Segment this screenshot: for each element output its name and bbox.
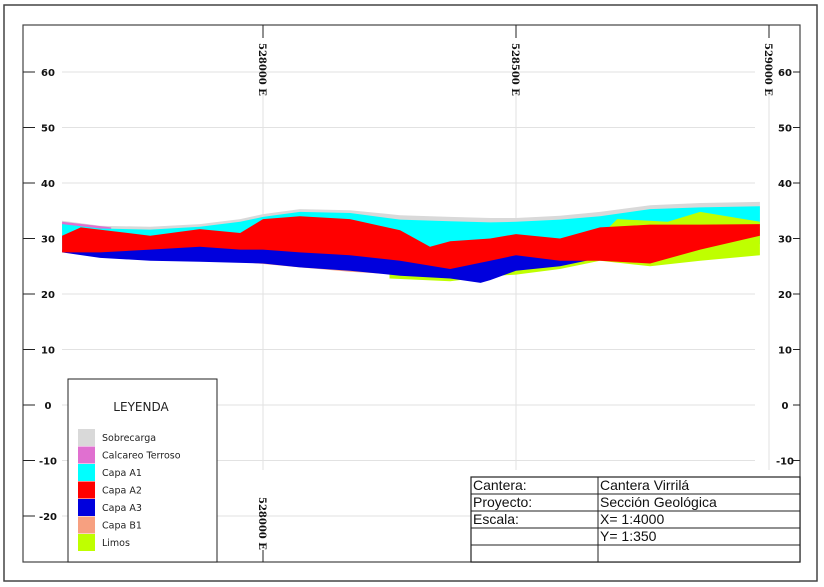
x-tick-label-bottom: 528000 E	[256, 497, 267, 550]
title-block-label: Escala:	[473, 511, 519, 527]
legend-title: LEYENDA	[113, 400, 169, 414]
legend-swatch	[78, 534, 95, 551]
y-tick-label-left: -20	[39, 512, 57, 523]
y-tick-label-right: 20	[778, 290, 792, 301]
legend-label: Capa A3	[102, 503, 142, 514]
title-block-value: X= 1:4000	[600, 511, 664, 527]
title-block-value: Sección Geológica	[600, 494, 717, 510]
y-tick-label-right: 0	[782, 401, 789, 412]
legend-swatch	[78, 464, 95, 481]
y-tick-label-left: -10	[39, 457, 57, 468]
y-tick-label-left: 30	[41, 235, 55, 246]
legend: LEYENDA Sobrecarga Calcareo Terroso Capa A…	[67, 378, 218, 563]
title-block: Cantera: Cantera Virrilá Proyecto: Sección …	[470, 476, 801, 563]
title-block-value: Y= 1:350	[600, 528, 657, 544]
x-tick-label-top: 528500 E	[509, 43, 520, 96]
y-tick-label-left: 0	[45, 401, 52, 412]
legend-label: Capa A2	[102, 486, 142, 497]
y-tick-label-left: 20	[41, 290, 55, 301]
y-tick-label-right: 50	[778, 124, 792, 135]
outer-frame	[3, 4, 818, 582]
legend-label: Capa B1	[102, 521, 142, 532]
title-block-label: Proyecto:	[473, 494, 532, 510]
y-tick-label-right: -10	[776, 457, 794, 468]
x-tick-label-top: 528000 E	[256, 43, 267, 96]
legend-label: Calcareo Terroso	[102, 451, 181, 462]
x-tick-label-top: 529000 E	[762, 43, 773, 96]
legend-label: Limos	[102, 538, 130, 549]
y-tick-label-right: 10	[778, 346, 792, 357]
legend-swatch	[78, 516, 95, 534]
y-tick-label-right: 60	[778, 68, 792, 79]
y-tick-label-left: 60	[41, 68, 55, 79]
legend-label: Capa A1	[102, 468, 142, 479]
legend-swatch	[78, 429, 95, 446]
legend-label: Sobrecarga	[102, 433, 156, 444]
y-tick-label-left: 50	[41, 124, 55, 135]
y-tick-label-left: 40	[41, 179, 55, 190]
legend-swatch	[78, 481, 95, 499]
y-tick-label-right: 30	[778, 235, 792, 246]
y-tick-label-left: 10	[41, 346, 55, 357]
title-block-label: Cantera:	[473, 477, 527, 493]
layer-capa-a2	[62, 216, 760, 269]
legend-swatch	[78, 446, 95, 464]
legend-swatch	[78, 499, 95, 516]
y-tick-label-right: 40	[778, 179, 792, 190]
title-block-value: Cantera Virrilá	[600, 477, 689, 493]
